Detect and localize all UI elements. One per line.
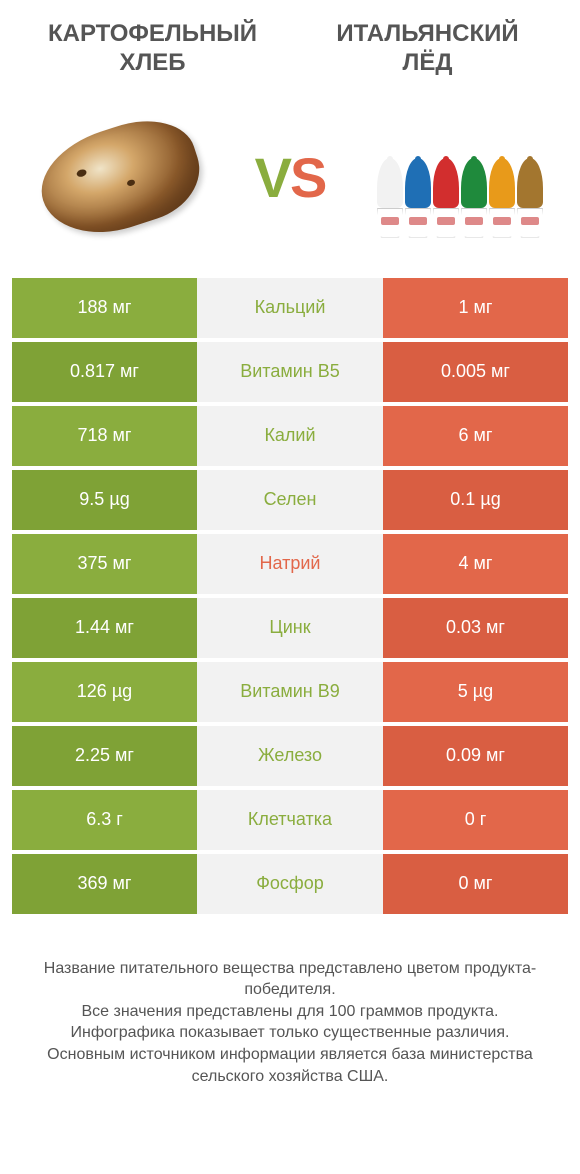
left-value: 0.817 мг — [12, 342, 197, 402]
header: КАРТОФЕЛЬНЫЙ ХЛЕБ ИТАЛЬЯНСКИЙ ЛЁД — [0, 0, 580, 88]
left-product-title: КАРТОФЕЛЬНЫЙ ХЛЕБ — [40, 20, 265, 78]
images-row: VS — [0, 88, 580, 278]
left-value: 369 мг — [12, 854, 197, 914]
bread-icon — [28, 105, 211, 250]
right-value: 4 мг — [383, 534, 568, 594]
left-value: 6.3 г — [12, 790, 197, 850]
right-value: 0 г — [383, 790, 568, 850]
table-row: 9.5 µgСелен0.1 µg — [12, 470, 568, 530]
right-value: 1 мг — [383, 278, 568, 338]
nutrient-name: Клетчатка — [197, 790, 383, 850]
ice-cone-icon — [459, 158, 489, 238]
right-title-line2: ЛЁД — [403, 49, 453, 76]
right-product-title: ИТАЛЬЯНСКИЙ ЛЁД — [315, 20, 540, 78]
right-value: 0.03 мг — [383, 598, 568, 658]
ice-cone-icon — [515, 158, 545, 238]
comparison-table: 188 мгКальций1 мг0.817 мгВитамин B50.005… — [0, 278, 580, 914]
vs-label: VS — [255, 145, 326, 210]
ice-cone-icon — [375, 158, 405, 238]
right-value: 0 мг — [383, 854, 568, 914]
right-value: 0.09 мг — [383, 726, 568, 786]
left-value: 9.5 µg — [12, 470, 197, 530]
table-row: 369 мгФосфор0 мг — [12, 854, 568, 914]
table-row: 718 мгКалий6 мг — [12, 406, 568, 466]
table-row: 6.3 гКлетчатка0 г — [12, 790, 568, 850]
right-value: 6 мг — [383, 406, 568, 466]
italian-ice-icon — [376, 118, 544, 238]
table-row: 0.817 мгВитамин B50.005 мг — [12, 342, 568, 402]
right-value: 5 µg — [383, 662, 568, 722]
footer-line1: Название питательного вещества представл… — [44, 960, 536, 999]
nutrient-name: Цинк — [197, 598, 383, 658]
table-row: 2.25 мгЖелезо0.09 мг — [12, 726, 568, 786]
nutrient-name: Селен — [197, 470, 383, 530]
left-value: 718 мг — [12, 406, 197, 466]
ice-cone-icon — [403, 158, 433, 238]
left-product-image — [30, 103, 210, 253]
footer-line3: Инфографика показывает только существенн… — [71, 1024, 510, 1041]
left-value: 126 µg — [12, 662, 197, 722]
ice-cone-icon — [431, 158, 461, 238]
left-title-line1: КАРТОФЕЛЬНЫЙ — [48, 20, 257, 47]
right-title-line1: ИТАЛЬЯНСКИЙ — [336, 20, 518, 47]
nutrient-name: Кальций — [197, 278, 383, 338]
nutrient-name: Витамин B5 — [197, 342, 383, 402]
table-row: 1.44 мгЦинк0.03 мг — [12, 598, 568, 658]
table-row: 375 мгНатрий4 мг — [12, 534, 568, 594]
footer-text: Название питательного вещества представл… — [0, 918, 580, 1088]
vs-v: V — [255, 146, 290, 209]
left-value: 375 мг — [12, 534, 197, 594]
left-title-line2: ХЛЕБ — [119, 49, 185, 76]
nutrient-name: Калий — [197, 406, 383, 466]
vs-s: S — [290, 146, 325, 209]
table-row: 188 мгКальций1 мг — [12, 278, 568, 338]
nutrient-name: Витамин B9 — [197, 662, 383, 722]
table-row: 126 µgВитамин B95 µg — [12, 662, 568, 722]
footer-line4: Основным источником информации является … — [47, 1046, 533, 1085]
right-value: 0.005 мг — [383, 342, 568, 402]
nutrient-name: Натрий — [197, 534, 383, 594]
right-product-image — [370, 103, 550, 253]
left-value: 2.25 мг — [12, 726, 197, 786]
left-value: 188 мг — [12, 278, 197, 338]
left-value: 1.44 мг — [12, 598, 197, 658]
footer-line2: Все значения представлены для 100 граммо… — [81, 1003, 498, 1020]
right-value: 0.1 µg — [383, 470, 568, 530]
nutrient-name: Железо — [197, 726, 383, 786]
ice-cone-icon — [487, 158, 517, 238]
nutrient-name: Фосфор — [197, 854, 383, 914]
